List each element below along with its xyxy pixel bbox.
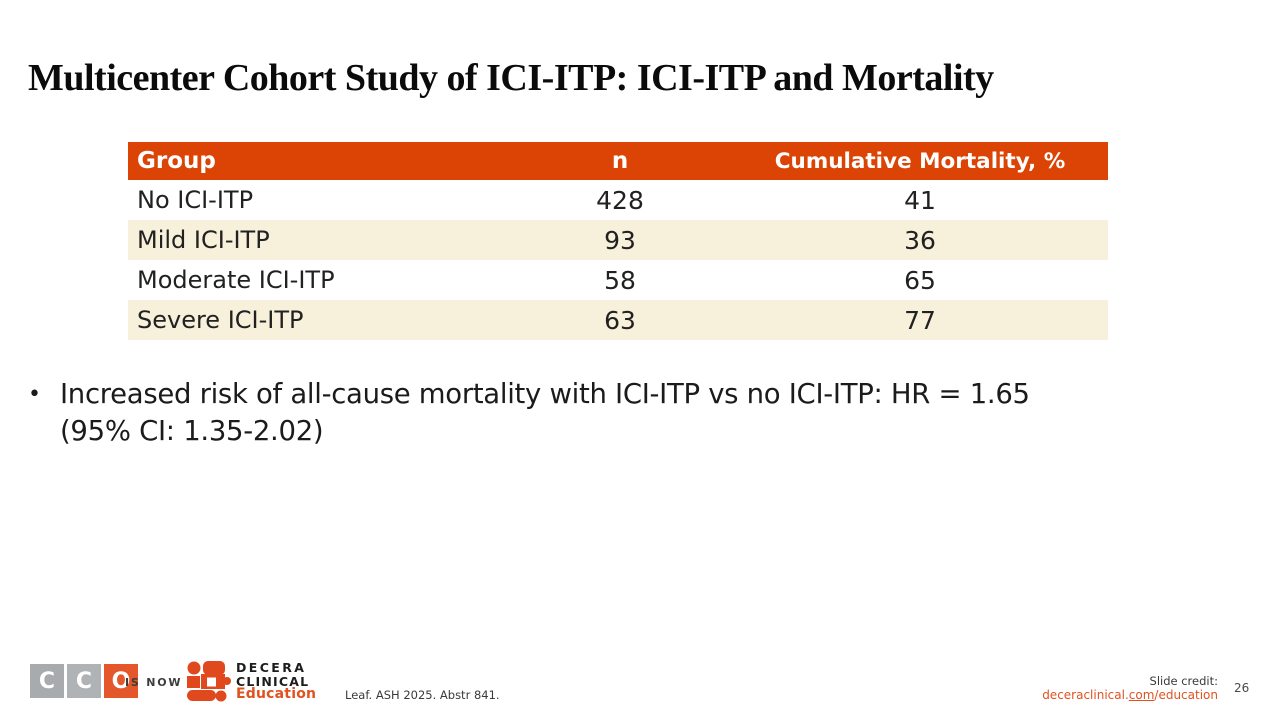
mortality-table: Group n Cumulative Mortality, % No ICI-I… bbox=[128, 142, 1108, 340]
table-row: No ICI-ITP 428 41 bbox=[128, 180, 1108, 220]
bullet-marker: • bbox=[28, 382, 41, 407]
col-header-group: Group bbox=[137, 148, 216, 174]
cell-group: No ICI-ITP bbox=[137, 186, 254, 214]
cell-n: 93 bbox=[604, 225, 636, 255]
table-row: Severe ICI-ITP 63 77 bbox=[128, 300, 1108, 340]
cell-n: 428 bbox=[596, 185, 644, 215]
cell-mortality: 65 bbox=[904, 265, 936, 295]
is-now-label: IS NOW bbox=[125, 676, 183, 689]
reference-citation: Leaf. ASH 2025. Abstr 841. bbox=[345, 688, 500, 702]
cell-mortality: 77 bbox=[904, 305, 936, 335]
credit-link-com: com bbox=[1128, 688, 1155, 702]
slide-title: Multicenter Cohort Study of ICI-ITP: ICI… bbox=[28, 57, 994, 99]
slide-credit: Slide credit: deceraclinical.com/educati… bbox=[1042, 674, 1218, 702]
slide-credit-link[interactable]: deceraclinical.com/education bbox=[1042, 688, 1218, 702]
table-header-row: Group n Cumulative Mortality, % bbox=[128, 142, 1108, 180]
credit-link-suffix: /education bbox=[1154, 688, 1218, 702]
cell-group: Severe ICI-ITP bbox=[137, 306, 304, 334]
decera-line-1: DECERA bbox=[236, 660, 307, 675]
col-header-n: n bbox=[611, 148, 629, 174]
cell-n: 58 bbox=[604, 265, 636, 295]
decera-logo-icon bbox=[187, 661, 231, 706]
cco-logo-box-c1: C bbox=[30, 664, 64, 698]
cell-mortality: 41 bbox=[904, 185, 936, 215]
cell-group: Mild ICI-ITP bbox=[137, 226, 270, 254]
credit-link-prefix: deceraclinical. bbox=[1042, 688, 1129, 702]
cco-logo: C C O bbox=[30, 664, 138, 698]
key-finding-bullet: • Increased risk of all-cause mortality … bbox=[28, 376, 1198, 450]
cco-logo-box-o: O bbox=[104, 664, 138, 698]
bullet-text: Increased risk of all-cause mortality wi… bbox=[60, 378, 1030, 447]
decera-line-education: Education bbox=[236, 686, 317, 702]
cco-logo-box-c2: C bbox=[67, 664, 101, 698]
decera-logo-text: DECERA CLINICAL Education bbox=[236, 661, 316, 702]
cell-n: 63 bbox=[604, 305, 636, 335]
cell-group: Moderate ICI-ITP bbox=[137, 266, 335, 294]
decera-line-2: CLINICAL bbox=[236, 673, 310, 689]
table-row: Mild ICI-ITP 93 36 bbox=[128, 220, 1108, 260]
cell-mortality: 36 bbox=[904, 225, 936, 255]
page-number: 26 bbox=[1234, 681, 1250, 695]
slide-credit-label: Slide credit: bbox=[1149, 674, 1218, 688]
col-header-mortality: Cumulative Mortality, % bbox=[774, 148, 1066, 174]
table-row: Moderate ICI-ITP 58 65 bbox=[128, 260, 1108, 300]
